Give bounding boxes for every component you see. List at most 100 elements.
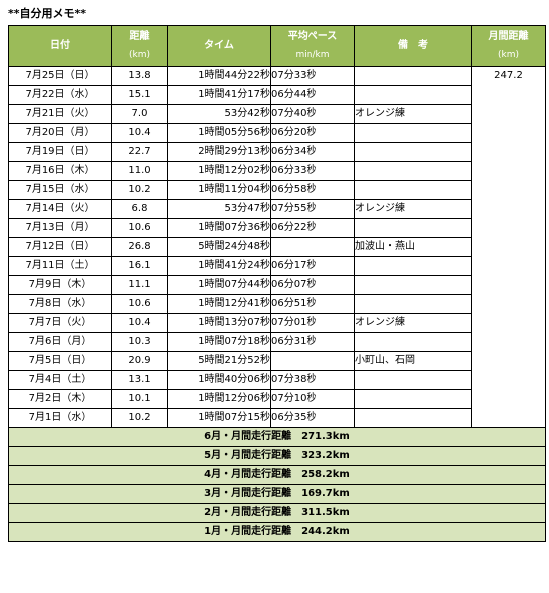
header-pace-unit: min/km: [295, 50, 330, 60]
cell-pace: 07分10秒: [270, 389, 355, 409]
cell-note: [354, 66, 472, 86]
cell-pace: 06分22秒: [270, 218, 355, 238]
cell-pace: 06分44秒: [270, 85, 355, 105]
cell-note: [354, 85, 472, 105]
table-row: 7月19日（日） 22.7 2時間29分13秒 06分34秒: [8, 142, 546, 162]
cell-note: [354, 161, 472, 181]
table-row: 7月6日（月） 10.3 1時間07分18秒 06分31秒: [8, 332, 546, 352]
cell-time: 5時間21分52秒: [167, 351, 271, 371]
cell-pace: 06分58秒: [270, 180, 355, 200]
cell-note: オレンジ練: [354, 313, 472, 333]
summary-row: 4月・月間走行距離 258.2km: [8, 465, 546, 485]
monthly-total-value: 247.2: [494, 70, 523, 81]
cell-distance: 15.1: [111, 85, 168, 105]
cell-date: 7月8日（水）: [8, 294, 112, 314]
cell-date: 7月21日（火）: [8, 104, 112, 124]
cell-date: 7月4日（土）: [8, 370, 112, 390]
cell-note: 加波山・燕山: [354, 237, 472, 257]
table-row: 7月11日（土） 16.1 1時間41分24秒 06分17秒: [8, 256, 546, 276]
cell-time: 1時間07分15秒: [167, 408, 271, 428]
summary-text: 5月・月間走行距離 323.2km: [8, 446, 546, 466]
running-log-table: 日付 距離 (km) タイム 平均ペース min/km 備 考 月間距離 (km…: [8, 25, 546, 542]
table-row: 7月14日（火） 6.8 53分47秒 07分55秒 オレンジ練: [8, 199, 546, 219]
header-monthly: 月間距離 (km): [471, 25, 546, 67]
cell-time: 1時間05分56秒: [167, 123, 271, 143]
cell-pace: 06分17秒: [270, 256, 355, 276]
cell-date: 7月25日（日）: [8, 66, 112, 86]
cell-note: オレンジ練: [354, 199, 472, 219]
summary-row: 1月・月間走行距離 244.2km: [8, 522, 546, 542]
table-header-row: 日付 距離 (km) タイム 平均ペース min/km 備 考 月間距離 (km…: [8, 25, 546, 67]
cell-time: 1時間40分06秒: [167, 370, 271, 390]
cell-time: 1時間12分06秒: [167, 389, 271, 409]
cell-distance: 13.1: [111, 370, 168, 390]
cell-distance: 11.1: [111, 275, 168, 295]
cell-time: 1時間41分17秒: [167, 85, 271, 105]
cell-time: 53分42秒: [167, 104, 271, 124]
cell-date: 7月2日（木）: [8, 389, 112, 409]
cell-distance: 11.0: [111, 161, 168, 181]
cell-pace: 07分40秒: [270, 104, 355, 124]
cell-note: [354, 370, 472, 390]
header-date: 日付: [8, 25, 112, 67]
cell-time: 1時間12分41秒: [167, 294, 271, 314]
cell-pace: 06分34秒: [270, 142, 355, 162]
cell-distance: 10.2: [111, 180, 168, 200]
cell-distance: 10.4: [111, 123, 168, 143]
cell-monthly-total: 247.2: [471, 66, 546, 428]
cell-pace: [270, 351, 355, 371]
cell-pace: 07分55秒: [270, 199, 355, 219]
cell-time: 1時間12分02秒: [167, 161, 271, 181]
cell-time: 5時間24分48秒: [167, 237, 271, 257]
cell-distance: 13.8: [111, 66, 168, 86]
table-row: 7月9日（木） 11.1 1時間07分44秒 06分07秒: [8, 275, 546, 295]
cell-pace: 06分07秒: [270, 275, 355, 295]
header-monthly-label: 月間距離: [488, 31, 529, 42]
cell-note: [354, 389, 472, 409]
cell-date: 7月14日（火）: [8, 199, 112, 219]
cell-pace: 06分31秒: [270, 332, 355, 352]
summary-text: 3月・月間走行距離 169.7km: [8, 484, 546, 504]
cell-date: 7月22日（水）: [8, 85, 112, 105]
header-monthly-unit: (km): [497, 50, 519, 60]
cell-distance: 10.2: [111, 408, 168, 428]
cell-date: 7月13日（月）: [8, 218, 112, 238]
cell-pace: 07分38秒: [270, 370, 355, 390]
cell-pace: 06分51秒: [270, 294, 355, 314]
cell-distance: 10.3: [111, 332, 168, 352]
header-distance-unit: (km): [128, 50, 150, 60]
table-row: 7月5日（日） 20.9 5時間21分52秒 小町山、石岡: [8, 351, 546, 371]
summary-row: 6月・月間走行距離 271.3km: [8, 427, 546, 447]
cell-pace: 06分35秒: [270, 408, 355, 428]
cell-note: [354, 123, 472, 143]
table-row: 7月12日（日） 26.8 5時間24分48秒 加波山・燕山: [8, 237, 546, 257]
cell-date: 7月6日（月）: [8, 332, 112, 352]
cell-date: 7月5日（日）: [8, 351, 112, 371]
table-row: 7月2日（木） 10.1 1時間12分06秒 07分10秒: [8, 389, 546, 409]
cell-time: 1時間41分24秒: [167, 256, 271, 276]
cell-distance: 22.7: [111, 142, 168, 162]
cell-note: [354, 256, 472, 276]
cell-note: [354, 294, 472, 314]
cell-time: 1時間13分07秒: [167, 313, 271, 333]
cell-note: [354, 218, 472, 238]
cell-distance: 20.9: [111, 351, 168, 371]
cell-pace: 06分20秒: [270, 123, 355, 143]
cell-time: 1時間07分18秒: [167, 332, 271, 352]
memo-title: **自分用メモ**: [8, 7, 87, 20]
cell-note: オレンジ練: [354, 104, 472, 124]
header-time: タイム: [167, 25, 271, 67]
cell-distance: 10.1: [111, 389, 168, 409]
cell-pace: [270, 237, 355, 257]
cell-note: [354, 180, 472, 200]
cell-date: 7月16日（木）: [8, 161, 112, 181]
cell-distance: 7.0: [111, 104, 168, 124]
cell-time: 53分47秒: [167, 199, 271, 219]
table-row: 7月15日（水） 10.2 1時間11分04秒 06分58秒: [8, 180, 546, 200]
header-distance: 距離 (km): [111, 25, 168, 67]
cell-note: [354, 408, 472, 428]
summary-row: 5月・月間走行距離 323.2km: [8, 446, 546, 466]
table-row: 7月16日（木） 11.0 1時間12分02秒 06分33秒: [8, 161, 546, 181]
cell-distance: 10.4: [111, 313, 168, 333]
cell-date: 7月15日（水）: [8, 180, 112, 200]
